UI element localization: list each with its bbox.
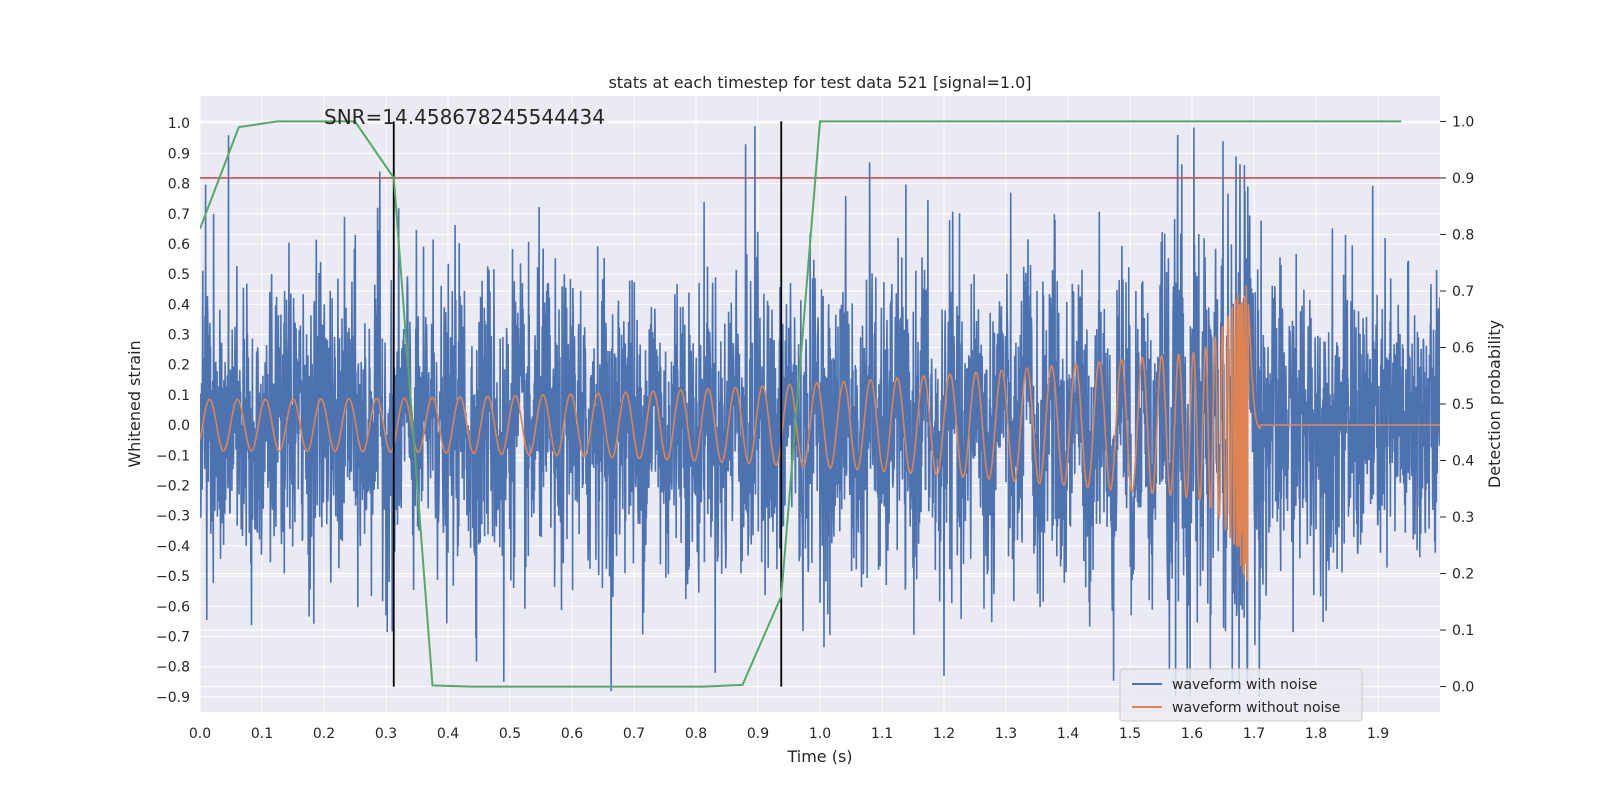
legend-label-clean: waveform without noise [1172, 700, 1340, 716]
x-tick-label: 0.0 [189, 726, 211, 742]
x-tick-label: 0.3 [375, 726, 397, 742]
y2-tick-label: 0.1 [1452, 623, 1474, 639]
x-axis-ticks: 0.0 0.1 0.2 0.3 0.4 0.5 0.6 0.7 0.8 0.9 1.0 1.1 1.2 1… [189, 726, 1389, 742]
y2-tick-label: 0.0 [1452, 680, 1474, 696]
y2-tick-label: 0.6 [1452, 340, 1474, 356]
x-tick-label: 0.5 [499, 726, 521, 742]
x-tick-label: 0.7 [623, 726, 645, 742]
y-tick-label: 0.2 [168, 358, 190, 374]
snr-annotation: SNR=14.458678245544434 [324, 105, 605, 129]
x-tick-label: 0.1 [251, 726, 273, 742]
y-tick-label: 0.7 [168, 207, 190, 223]
y-tick-label: 0.8 [168, 177, 190, 193]
y2-tick-label: 0.8 [1452, 227, 1474, 243]
plot-area [200, 120, 1440, 697]
y-tick-label: 1.0 [168, 116, 190, 132]
y-tick-label: −0.6 [156, 599, 190, 615]
y-tick-label: 0.0 [168, 418, 190, 434]
y-tick-label: −0.1 [156, 448, 190, 464]
x-tick-label: 1.6 [1181, 726, 1203, 742]
y-tick-label: −0.9 [156, 690, 190, 706]
y-tick-label: −0.7 [156, 630, 190, 646]
x-tick-label: 1.8 [1305, 726, 1327, 742]
y-tick-label: −0.8 [156, 660, 190, 676]
y2-tick-label: 0.9 [1452, 171, 1474, 187]
y2-tick-label: 0.4 [1452, 454, 1474, 470]
y-tick-label: −0.4 [156, 539, 190, 555]
x-tick-label: 0.9 [747, 726, 769, 742]
x-tick-label: 0.8 [685, 726, 707, 742]
y2-axis-ticks: 0.0 0.1 0.2 0.3 0.4 0.5 0.6 0.7 0.8 0.9 1.0 [1440, 114, 1474, 696]
x-tick-label: 1.2 [933, 726, 955, 742]
x-tick-label: 1.5 [1119, 726, 1141, 742]
y2-tick-label: 0.5 [1452, 397, 1474, 413]
y2-tick-label: 0.2 [1452, 567, 1474, 583]
x-tick-label: 1.0 [809, 726, 831, 742]
y-tick-label: 0.5 [168, 267, 190, 283]
y2-axis-label: Detection probability [1485, 320, 1504, 488]
x-tick-label: 0.2 [313, 726, 335, 742]
y2-tick-label: 0.3 [1452, 510, 1474, 526]
y-axis-label: Whitened strain [125, 340, 144, 467]
y2-tick-label: 1.0 [1452, 114, 1474, 130]
series-waveform-without-noise [200, 284, 1440, 582]
x-tick-label: 1.4 [1057, 726, 1079, 742]
y-tick-label: 0.9 [168, 146, 190, 162]
x-axis-label: Time (s) [786, 747, 852, 766]
y-axis-ticks: −0.9 −0.8 −0.7 −0.6 −0.5 −0.4 −0.3 −0.2 −0.1 0.0 0… [156, 116, 190, 706]
y-tick-label: 0.4 [168, 297, 190, 313]
x-tick-label: 1.3 [995, 726, 1017, 742]
x-tick-label: 0.4 [437, 726, 459, 742]
x-tick-label: 1.7 [1243, 726, 1265, 742]
chart-title: stats at each timestep for test data 521… [608, 73, 1031, 92]
x-tick-label: 1.9 [1367, 726, 1389, 742]
series-detection-probability [200, 120, 1402, 688]
y-tick-label: 0.3 [168, 328, 190, 344]
legend-label-noisy: waveform with noise [1172, 677, 1317, 693]
y-tick-label: −0.2 [156, 479, 190, 495]
y2-tick-label: 0.7 [1452, 284, 1474, 300]
y-tick-label: −0.3 [156, 509, 190, 525]
x-tick-label: 1.1 [871, 726, 893, 742]
y-tick-label: 0.1 [168, 388, 190, 404]
legend-box [1119, 668, 1363, 722]
series-layer [200, 120, 1440, 697]
x-tick-label: 0.6 [561, 726, 583, 742]
legend: waveform with noise waveform without noi… [1119, 668, 1363, 722]
y-tick-label: 0.6 [168, 237, 190, 253]
y-tick-label: −0.5 [156, 569, 190, 585]
